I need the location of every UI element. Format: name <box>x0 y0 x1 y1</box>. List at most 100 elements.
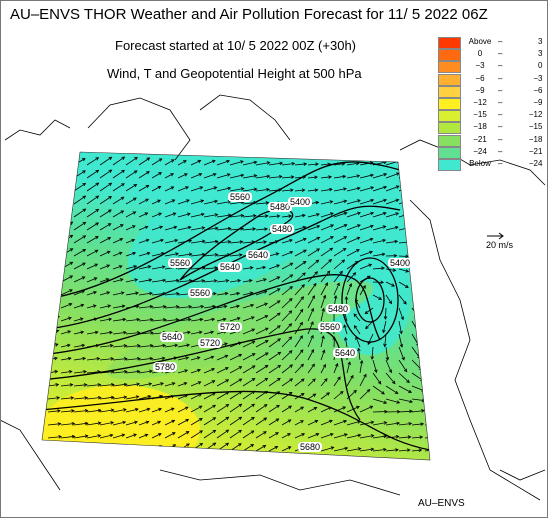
wind-arrow-head <box>328 259 333 263</box>
wind-arrow-head <box>311 363 315 368</box>
wind-arrow-head <box>312 378 316 383</box>
wind-arrow-head <box>275 418 280 422</box>
wind-arrow <box>99 156 112 166</box>
wind-arrow-head <box>136 369 141 374</box>
wind-arrow <box>203 305 216 309</box>
wind-arrow <box>229 292 240 296</box>
wind-arrow-head <box>290 188 294 192</box>
legend-range: −6 – −3 <box>462 73 544 84</box>
wind-arrow-head <box>69 234 74 239</box>
wind-arrow-head <box>212 404 217 409</box>
wind-arrow-head <box>378 296 383 300</box>
wind-arrow <box>99 371 114 374</box>
wind-arrow-head <box>263 404 268 408</box>
wind-arrow-head <box>276 312 281 316</box>
wind-arrow <box>268 378 281 387</box>
legend-lower: Below <box>469 158 491 168</box>
legend-dash: – <box>498 110 503 120</box>
wind-arrow-head <box>197 368 201 373</box>
wind-arrow <box>99 237 111 244</box>
wind-arrow <box>307 248 320 257</box>
legend-row: −21 – −18 <box>438 134 544 147</box>
wind-arrow <box>86 169 99 179</box>
wind-arrow <box>281 251 293 257</box>
wind-arrow-head <box>57 422 62 426</box>
wind-arrow-head <box>186 343 191 348</box>
wind-arrow <box>359 264 372 270</box>
wind-arrow-head <box>200 199 205 203</box>
wind-arrow <box>359 360 363 374</box>
wind-arrow-head <box>300 378 305 382</box>
legend-range: −15 – −12 <box>462 109 544 120</box>
wind-arrow <box>99 358 114 361</box>
wind-arrow <box>359 186 374 192</box>
wind-arrow <box>364 307 374 314</box>
wind-arrow-head <box>370 198 375 203</box>
wind-arrow <box>255 189 270 192</box>
wind-arrow <box>398 449 410 452</box>
wind-arrow-head <box>83 370 87 374</box>
wind-arrow-head <box>383 211 387 216</box>
wind-arrow-head <box>106 264 111 268</box>
legend-dash: – <box>498 146 503 156</box>
wind-arrow <box>372 173 387 179</box>
wind-arrow-head <box>82 182 87 187</box>
wind-arrow <box>99 182 112 192</box>
wind-arrow <box>86 236 99 244</box>
wind-arrow <box>112 265 123 270</box>
wind-arrow-head <box>201 239 206 244</box>
wind-arrow-head <box>266 187 270 192</box>
wind-arrow-head <box>120 224 124 228</box>
wind-arrow <box>151 212 162 218</box>
wind-arrow-head <box>123 357 128 361</box>
wind-arrow-head <box>253 160 258 165</box>
wind-arrow-head <box>383 421 388 425</box>
wind-arrow-head <box>330 446 335 450</box>
wind-arrow <box>203 429 216 439</box>
wind-arrow <box>268 338 281 348</box>
wind-arrow <box>112 358 127 361</box>
wind-arrow <box>164 159 175 166</box>
wind-arrow-head <box>108 182 113 187</box>
wind-arrow-head <box>199 430 203 434</box>
wind-arrow-head <box>57 409 61 413</box>
wind-arrow-head <box>108 317 113 322</box>
wind-arrow-head <box>120 291 125 295</box>
wind-arrow <box>346 375 354 387</box>
wind-arrow <box>190 213 205 218</box>
wind-arrow <box>242 390 255 400</box>
wind-arrow-head <box>400 316 404 321</box>
wind-arrow-head <box>223 304 228 309</box>
wind-arrow-head <box>158 158 163 162</box>
wind-arrow <box>359 435 374 439</box>
wind-arrow <box>138 370 153 374</box>
wind-arrow <box>372 435 387 439</box>
wind-arrow-head <box>421 409 425 413</box>
wind-arrow-head <box>299 321 303 326</box>
wind-arrow <box>177 306 192 309</box>
wind-arrow <box>268 176 282 179</box>
wind-arrow-head <box>278 188 283 192</box>
wind-arrow-head <box>225 279 230 283</box>
wind-arrow <box>190 357 200 361</box>
wind-arrow <box>138 421 149 426</box>
wind-arrow <box>216 367 229 374</box>
wind-arrow-head <box>250 444 255 448</box>
legend-dash: – <box>498 85 503 95</box>
wind-arrow <box>138 357 153 361</box>
wind-arrow-head <box>357 199 361 203</box>
wind-arrow-head <box>134 156 138 161</box>
wind-arrow-head <box>274 446 279 450</box>
wind-arrow <box>242 241 255 244</box>
wind-arrow-head <box>326 270 331 275</box>
wind-arrow-head <box>147 265 152 269</box>
contour-label: 5640 <box>220 262 240 272</box>
wind-arrow-head <box>362 284 366 289</box>
wind-arrow-head <box>136 344 141 348</box>
wind-arrow <box>151 186 161 192</box>
wind-arrow <box>294 309 304 322</box>
contour-label: 5480 <box>328 304 348 314</box>
contour-label-bg <box>228 192 252 202</box>
wind-arrow <box>242 353 256 361</box>
wind-arrow-head <box>380 280 385 285</box>
